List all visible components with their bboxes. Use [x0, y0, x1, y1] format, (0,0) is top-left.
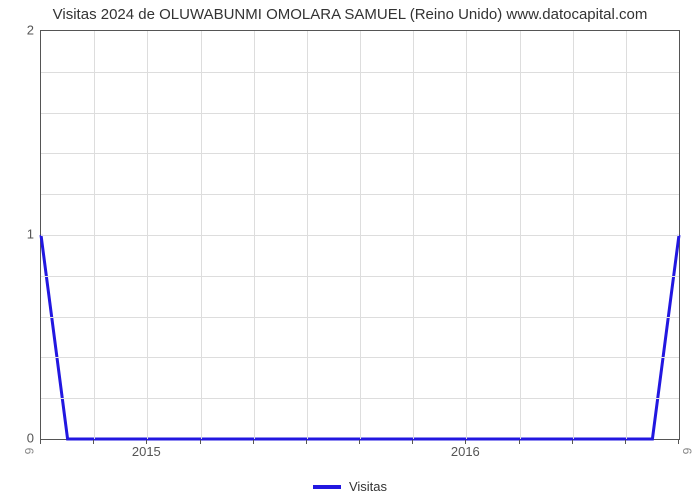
- gridline-horizontal: [41, 357, 679, 358]
- gridline-horizontal: [41, 235, 679, 236]
- gridline-horizontal: [41, 276, 679, 277]
- chart-title: Visitas 2024 de OLUWABUNMI OMOLARA SAMUE…: [0, 6, 700, 23]
- x-minor-tick: [412, 440, 413, 444]
- x-minor-tick: [253, 440, 254, 444]
- gridline-horizontal: [41, 153, 679, 154]
- x-minor-tick: [200, 440, 201, 444]
- gridline-horizontal: [41, 72, 679, 73]
- corner-label-right: 9: [680, 448, 694, 455]
- legend-swatch: [313, 485, 341, 489]
- x-minor-tick: [40, 440, 41, 444]
- x-minor-tick: [625, 440, 626, 444]
- x-minor-tick: [572, 440, 573, 444]
- corner-label-left: 9: [22, 448, 36, 455]
- x-minor-tick: [93, 440, 94, 444]
- x-minor-tick: [519, 440, 520, 444]
- x-tick-label: 2015: [132, 444, 161, 459]
- gridline-horizontal: [41, 194, 679, 195]
- x-minor-tick: [306, 440, 307, 444]
- legend: Visitas: [0, 478, 700, 494]
- gridline-horizontal: [41, 113, 679, 114]
- x-tick-label: 2016: [451, 444, 480, 459]
- y-tick-label: 1: [4, 227, 34, 242]
- y-tick-label: 2: [4, 23, 34, 38]
- plot-area: [40, 30, 680, 440]
- legend-label: Visitas: [349, 479, 387, 494]
- x-minor-tick: [359, 440, 360, 444]
- x-minor-tick: [678, 440, 679, 444]
- chart-container: Visitas 2024 de OLUWABUNMI OMOLARA SAMUE…: [0, 0, 700, 500]
- gridline-horizontal: [41, 317, 679, 318]
- y-tick-label: 0: [4, 431, 34, 446]
- gridline-horizontal: [41, 398, 679, 399]
